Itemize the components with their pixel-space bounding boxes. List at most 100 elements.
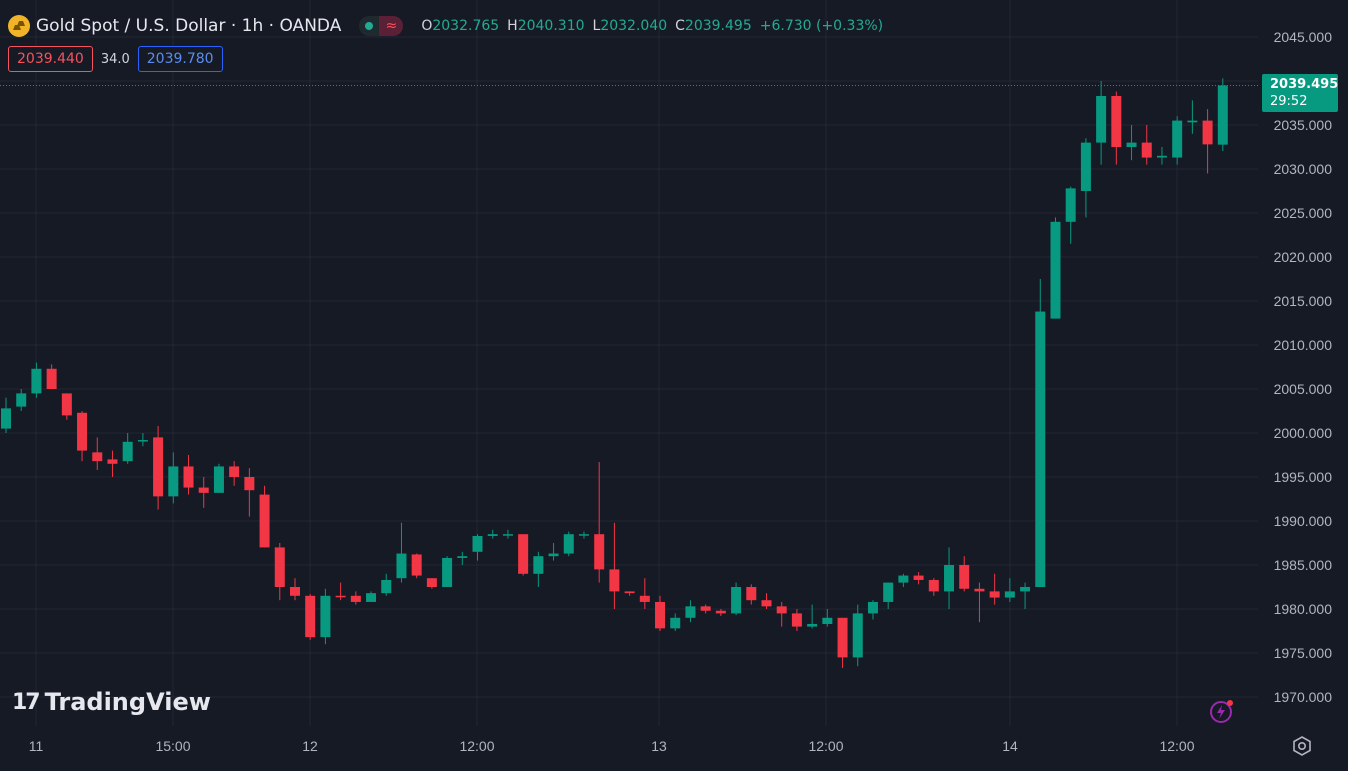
gold-symbol-icon[interactable] [8,15,30,37]
candle-body [822,617,833,624]
candle-body [229,466,240,477]
candle-body [594,534,605,570]
candle-body [624,591,635,594]
candle-body [350,595,361,602]
candle-body [244,477,255,491]
candle-body [502,534,513,536]
candle-body [837,617,848,658]
candle-body [305,595,316,638]
settings-gear-icon[interactable] [1291,735,1313,757]
spread-value: 34.0 [100,51,130,67]
candle-body [168,466,179,497]
price-axis-label: 2000.000 [1274,425,1333,441]
tradingview-watermark[interactable]: 17 TradingView [12,688,211,716]
chart-legend: Gold Spot / U.S. Dollar · 1h · OANDA ≈ O… [8,12,883,40]
ohlc-values: O2032.765 H2040.310 L2032.040 C2039.495 … [421,18,884,34]
time-axis-label: 13 [651,738,667,754]
candle-body [107,459,118,464]
candle-body [913,575,924,580]
price-axis-label: 2005.000 [1274,381,1333,397]
candle-body [731,587,742,614]
candle-body [1035,311,1046,587]
candle-body [928,579,939,592]
candle-body [46,368,57,389]
bolt-icon[interactable] [1209,698,1235,724]
candle-body [944,565,955,592]
bar-countdown: 29:52 [1270,94,1308,109]
candle-body [259,494,270,548]
candle-body [1020,587,1031,592]
candle-body [1217,85,1228,145]
candle-body [959,565,970,589]
candle-body [1156,155,1167,158]
low-value: 2032.040 [600,18,668,34]
candle-body [1141,142,1152,158]
price-axis-label: 1995.000 [1274,469,1333,485]
candle-body [1004,591,1015,598]
candle-body [670,617,681,629]
time-axis-label: 12:00 [1159,738,1194,754]
candle-body [472,535,483,552]
price-axis-label: 1975.000 [1274,645,1333,661]
price-axis-label: 1990.000 [1274,513,1333,529]
candle-body [883,582,894,602]
candle-body [92,452,103,462]
candle-body [1187,120,1198,123]
price-axis-label: 2020.000 [1274,249,1333,265]
candle-body [974,588,985,592]
candle-body [867,601,878,614]
candle-body [213,466,224,493]
candle-body [807,623,818,627]
time-axis-label: 12:00 [459,738,494,754]
time-axis-label: 15:00 [155,738,190,754]
candle-body [852,613,863,658]
change-value: +6.730 (+0.33%) [759,18,884,34]
candle-body [381,579,392,594]
candle-body [518,534,529,574]
price-axis-label: 1985.000 [1274,557,1333,573]
candle-body [746,587,757,601]
price-axis-label: 2025.000 [1274,205,1333,221]
market-open-dot-icon [359,16,379,36]
candle-body [548,553,559,557]
high-value: 2040.310 [517,18,585,34]
candle-body [442,557,453,587]
time-axis-label: 14 [1002,738,1018,754]
candle-body [1126,142,1137,147]
sell-button[interactable]: 2039.440 [8,46,93,72]
candle-body [183,466,194,488]
candle-body [426,578,437,587]
last-price: 2039.495 [1270,77,1339,92]
candle-body [655,601,666,629]
candle-body [533,556,544,574]
market-status[interactable]: ≈ [359,16,404,36]
open-value: 2032.765 [432,18,500,34]
price-axis-label: 2035.000 [1274,117,1333,133]
time-axis-label: 12:00 [808,738,843,754]
buy-button[interactable]: 2039.780 [137,46,223,72]
candle-body [1050,221,1061,319]
watermark-text: TradingView [44,688,211,716]
price-axis-label: 2030.000 [1274,161,1333,177]
candle-body [685,606,696,618]
price-axis-label: 2010.000 [1274,337,1333,353]
candle-body [16,393,27,407]
candle-body [715,610,726,614]
candle-body [1065,188,1076,222]
candle-body [366,593,377,602]
data-delay-icon: ≈ [379,16,404,36]
price-axis-label: 2045.000 [1274,29,1333,45]
candle-body [77,412,88,451]
symbol-title[interactable]: Gold Spot / U.S. Dollar · 1h · OANDA [36,16,342,36]
price-axis-label: 1970.000 [1274,689,1333,705]
candle-body [639,595,650,602]
candle-body [1172,120,1183,158]
candle-body [289,587,300,596]
time-axis-label: 12 [302,738,318,754]
candle-body [609,569,620,592]
candle-body [761,600,772,607]
time-axis-label: 11 [29,738,44,754]
candle-body [137,440,148,442]
candle-body [274,547,285,587]
